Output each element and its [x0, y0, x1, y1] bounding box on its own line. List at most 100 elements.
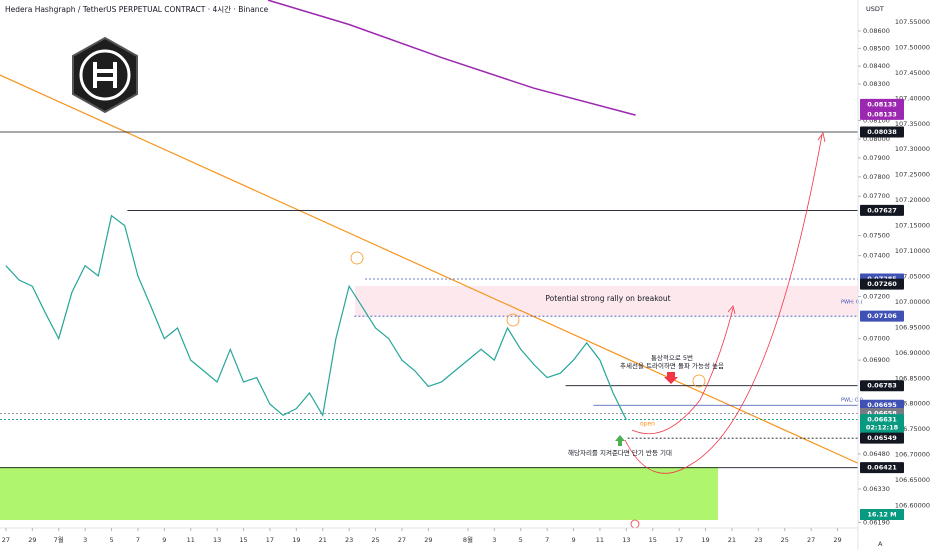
x-tick-label: 8월	[463, 535, 473, 544]
y2-tick-label: 107.10000	[895, 247, 930, 255]
x-tick-label: 13	[622, 536, 630, 544]
y2-tick-label: 106.75000	[895, 425, 930, 433]
volume-tag	[860, 509, 904, 520]
y-tick-label: 0.07900	[863, 154, 890, 162]
x-tick-label: 15	[649, 536, 657, 544]
price-tag-label: 0.06421	[867, 464, 897, 472]
y2-tick-label: 106.80000	[895, 400, 930, 408]
y-tick-label: 0.06330	[863, 485, 890, 493]
y2-tick-label: 107.55000	[895, 18, 930, 26]
y2-tick-label: 107.30000	[895, 145, 930, 153]
x-tick-label: 27	[398, 536, 406, 544]
y-tick-label: 0.07700	[863, 192, 890, 200]
price-tag-label: 0.06783	[867, 382, 897, 390]
y-tick-label: 0.08300	[863, 80, 890, 88]
x-tick-label: 17	[675, 536, 683, 544]
price-tag	[860, 380, 904, 392]
price-tag-label: 0.08133	[867, 110, 897, 118]
price-tag-label: 0.07260	[867, 280, 897, 288]
annotation: 통상적으로 5번	[651, 353, 693, 362]
x-tick-label: 5	[109, 536, 113, 544]
y-tick-label: 0.08400	[863, 62, 890, 70]
y2-tick-label: 106.60000	[895, 502, 930, 510]
open-label: open	[640, 421, 655, 428]
x-tick-label: 9	[162, 536, 166, 544]
y2-tick-label: 106.65000	[895, 476, 930, 484]
x-tick-label: 19	[292, 536, 300, 544]
x-tick-label: 21	[728, 536, 736, 544]
price-tag-label: 0.06658	[867, 410, 897, 418]
touch-circle	[692, 374, 706, 388]
y-tick-label: 0.06480	[863, 450, 890, 458]
x-tick-label: 3	[83, 536, 87, 544]
x-tick-label: 25	[781, 536, 789, 544]
y2-tick-label: 106.70000	[895, 451, 930, 459]
price-tag-label: 0.06631	[867, 416, 897, 424]
event-icon	[630, 519, 640, 529]
markers	[350, 251, 706, 529]
x-tick-label: 7	[545, 536, 549, 544]
y2-tick-label: 107.25000	[895, 171, 930, 179]
y2-tick-label: 107.05000	[895, 272, 930, 280]
projection-short	[631, 307, 734, 435]
y-tick-label: 0.07000	[863, 335, 890, 343]
countdown: 02:12:18	[866, 424, 899, 432]
arrow-heads	[727, 132, 826, 315]
y-tick-label: 0.06190	[863, 518, 890, 526]
unit-label: USDT	[866, 5, 884, 13]
price-tag	[860, 399, 904, 411]
price-tag	[860, 126, 904, 138]
y2-tick-label: 107.35000	[895, 120, 930, 128]
price-tag-label: 0.08133	[867, 100, 897, 108]
price-tag-label: 0.07106	[867, 312, 897, 320]
price-tag-label: 0.06549	[867, 434, 897, 442]
x-tick-label: 23	[754, 536, 762, 544]
volume-label: 16.12 M	[867, 511, 896, 519]
price-tag-label: 0.08038	[867, 128, 897, 136]
price-tag-label: 0.06695	[867, 401, 897, 409]
projection-long	[624, 134, 823, 474]
x-tick-label: 13	[213, 536, 221, 544]
price-tag	[860, 462, 904, 474]
up-arrow	[615, 435, 625, 446]
price-tag	[860, 414, 904, 434]
y-tick-label: 0.07500	[863, 232, 890, 240]
x-tick-label: 7월	[54, 535, 64, 544]
annotation: 추세선을 트라이하면 돌파 가능성 높음	[620, 361, 724, 370]
x-tick-label: 29	[28, 536, 36, 544]
x-tick-label: 3	[492, 536, 496, 544]
annotation: 해당자리를 지켜준다면 단기 반등 기대	[568, 448, 672, 457]
x-tick-label: 27	[807, 536, 815, 544]
logo	[72, 36, 138, 114]
touch-circle	[506, 313, 520, 327]
y-tick-label: 0.07200	[863, 293, 890, 301]
x-tick-label: 5	[519, 536, 523, 544]
price-tag-label: 0.07627	[867, 206, 897, 214]
x-tick-label: 19	[701, 536, 709, 544]
touch-circle	[350, 251, 364, 265]
price-tag	[860, 204, 904, 216]
chart-title: Hedera Hashgraph / TetherUS PERPETUAL CO…	[5, 4, 269, 14]
pwl-label: PWL: 0.0	[841, 398, 863, 404]
y-tick-label: 0.08000	[863, 135, 890, 143]
price-line	[5, 214, 627, 421]
price-tag	[860, 98, 904, 110]
x-tick-label: 15	[239, 536, 247, 544]
x-tick-label: 11	[187, 536, 195, 544]
x-tick-label: 25	[371, 536, 379, 544]
y2-tick-label: 107.50000	[895, 43, 930, 51]
y2-tick-label: 107.40000	[895, 94, 930, 102]
trendline	[0, 74, 859, 464]
pwh-label: PWH: 0.(	[841, 300, 863, 306]
x-tick-label: 29	[424, 536, 432, 544]
price-tag	[860, 432, 904, 444]
x-tick-label: 7	[136, 536, 140, 544]
y2-tick-label: 107.00000	[895, 298, 930, 306]
logo-h	[93, 62, 117, 88]
scale-mode: A	[878, 540, 883, 548]
down-arrow	[664, 372, 678, 384]
y2-tick-label: 106.85000	[895, 374, 930, 382]
plot-area	[0, 0, 859, 520]
